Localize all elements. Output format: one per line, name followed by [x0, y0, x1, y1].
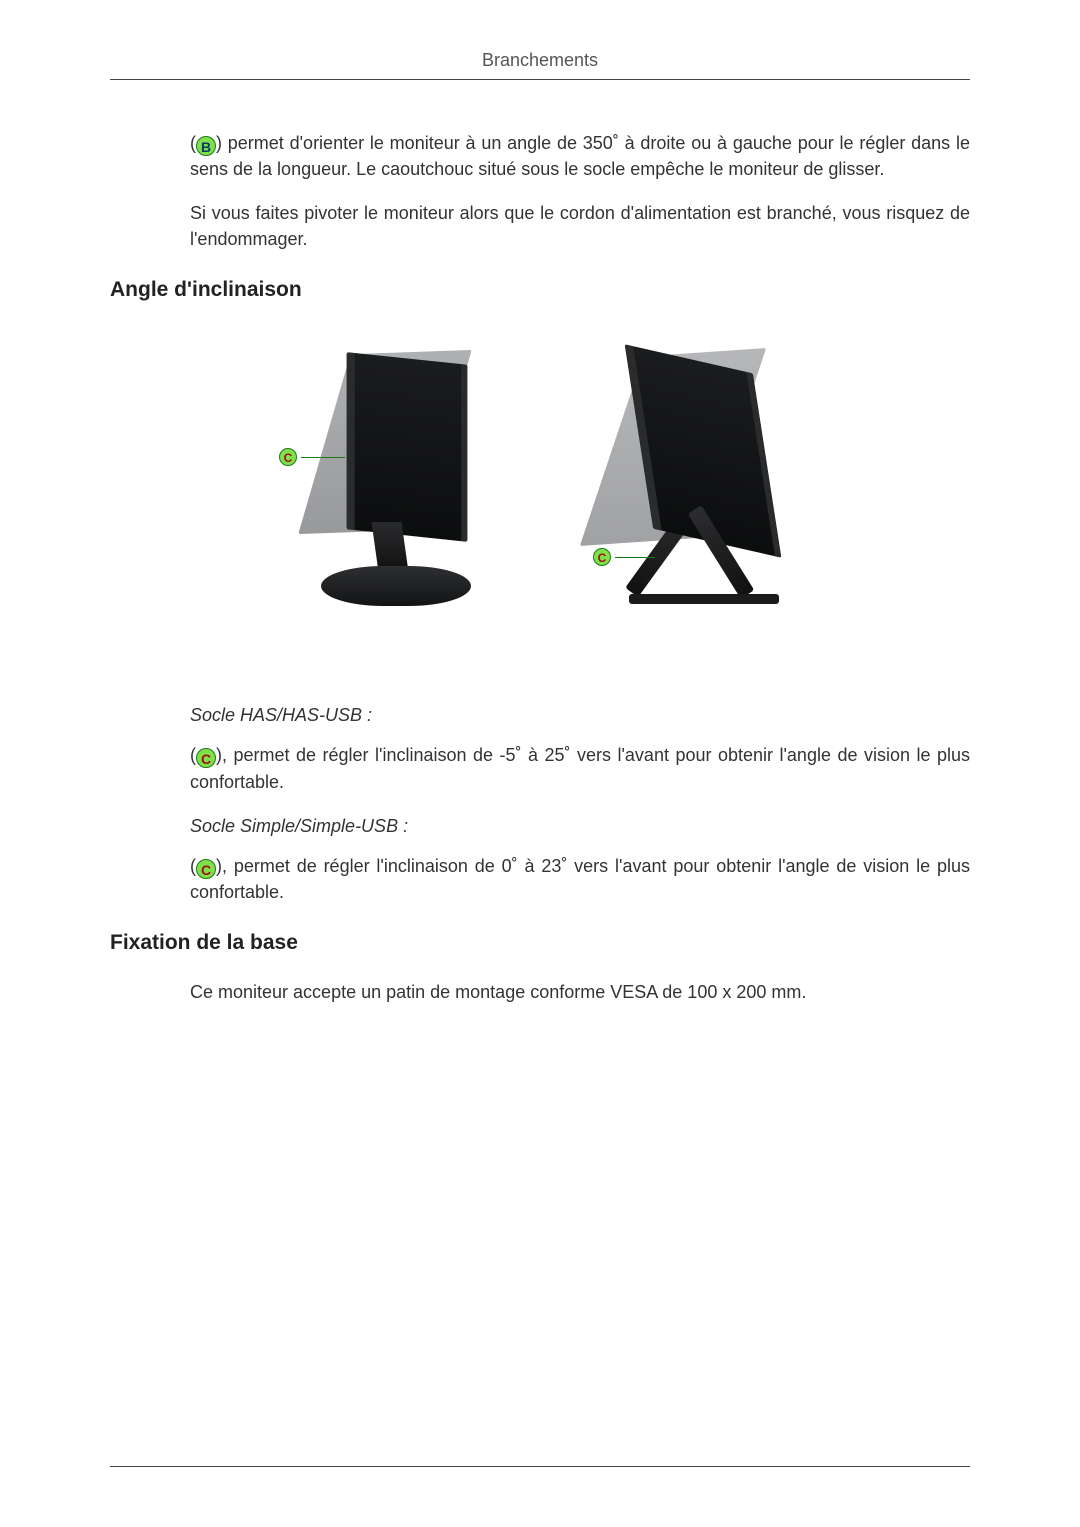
simple-text: ), permet de régler l'inclinaison de 0˚ …: [190, 856, 970, 902]
section-heading-tilt: Angle d'inclinaison: [110, 278, 970, 302]
has-stand-text: (C), permet de régler l'inclinaison de -…: [190, 742, 970, 794]
body-column-3: Ce moniteur accepte un patin de montage …: [190, 979, 970, 1005]
header-rule: [110, 79, 970, 80]
section-heading-base: Fixation de la base: [110, 931, 970, 955]
badge-c-icon: C: [196, 859, 216, 879]
manual-page: Branchements (B) permet d'orienter le mo…: [0, 0, 1080, 1527]
intro-paragraph-1: (B) permet d'orienter le moniteur à un a…: [190, 130, 970, 182]
monitor-has-screen: [347, 353, 468, 543]
intro-paragraph-2: Si vous faites pivoter le moniteur alors…: [190, 200, 970, 252]
monitor-has-callout: C: [279, 448, 345, 466]
tilt-figure: C C: [110, 352, 970, 612]
has-text: ), permet de régler l'inclinaison de -5˚…: [190, 745, 970, 791]
simple-stand-label: Socle Simple/Simple-USB :: [190, 813, 970, 839]
callout-line: [615, 557, 655, 559]
body-column: (B) permet d'orienter le moniteur à un a…: [190, 130, 970, 252]
page-header-title: Branchements: [110, 50, 970, 79]
badge-c-icon: C: [196, 748, 216, 768]
monitor-simple-illustration: C: [595, 352, 795, 612]
body-column-2: Socle HAS/HAS-USB : (C), permet de régle…: [190, 702, 970, 905]
callout-line: [301, 457, 345, 459]
has-stand-label: Socle HAS/HAS-USB :: [190, 702, 970, 728]
monitor-has-base: [321, 566, 471, 606]
simple-stand-text: (C), permet de régler l'inclinaison de 0…: [190, 853, 970, 905]
base-paragraph: Ce moniteur accepte un patin de montage …: [190, 979, 970, 1005]
monitor-simple-foot: [629, 594, 779, 604]
badge-c-icon: C: [279, 448, 297, 466]
badge-b-icon: B: [196, 136, 216, 156]
badge-c-icon: C: [593, 548, 611, 566]
monitor-simple-callout: C: [593, 548, 655, 566]
monitor-has-illustration: C: [285, 352, 485, 612]
footer-rule: [110, 1466, 970, 1467]
intro-p1-text: ) permet d'orienter le moniteur à un ang…: [190, 133, 970, 179]
